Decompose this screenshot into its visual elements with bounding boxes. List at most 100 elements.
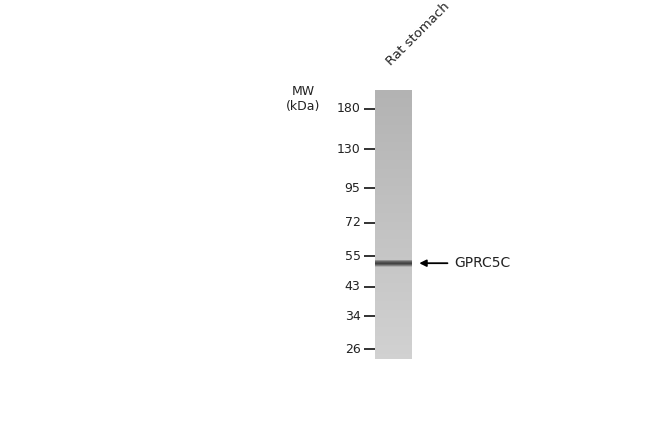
Bar bbox=[374, 357, 413, 358]
Bar bbox=[374, 146, 413, 147]
Text: 26: 26 bbox=[345, 343, 361, 356]
Bar bbox=[374, 347, 413, 348]
Bar bbox=[374, 284, 413, 285]
Bar bbox=[374, 155, 413, 156]
Bar bbox=[374, 123, 413, 124]
Bar bbox=[374, 231, 413, 232]
Bar bbox=[374, 326, 413, 327]
Bar bbox=[374, 263, 413, 264]
Text: 130: 130 bbox=[337, 143, 361, 156]
Bar bbox=[374, 291, 413, 292]
Bar bbox=[374, 313, 413, 314]
Bar bbox=[374, 198, 413, 199]
Bar bbox=[374, 98, 413, 99]
Bar bbox=[374, 197, 413, 198]
Bar bbox=[374, 191, 413, 192]
Bar bbox=[374, 292, 413, 293]
Bar bbox=[374, 320, 413, 321]
Bar bbox=[374, 185, 413, 186]
Bar bbox=[374, 196, 413, 197]
Bar bbox=[374, 206, 413, 207]
Bar bbox=[374, 159, 413, 160]
Bar bbox=[374, 153, 413, 154]
Bar bbox=[374, 117, 413, 119]
Bar bbox=[374, 286, 413, 287]
Bar bbox=[374, 247, 413, 248]
Bar bbox=[374, 272, 413, 273]
Bar bbox=[374, 243, 413, 244]
Bar bbox=[374, 263, 413, 264]
Text: 72: 72 bbox=[344, 216, 361, 229]
Bar bbox=[374, 339, 413, 340]
Bar bbox=[374, 329, 413, 330]
Bar bbox=[374, 192, 413, 193]
Bar bbox=[374, 173, 413, 174]
Bar bbox=[374, 228, 413, 229]
Bar bbox=[374, 115, 413, 116]
Bar bbox=[374, 245, 413, 246]
Bar bbox=[374, 306, 413, 307]
Bar bbox=[374, 235, 413, 236]
Bar bbox=[374, 311, 413, 312]
Bar bbox=[374, 177, 413, 178]
Bar bbox=[374, 147, 413, 148]
Bar bbox=[374, 265, 413, 266]
Bar bbox=[374, 262, 413, 264]
Bar bbox=[374, 269, 413, 271]
Bar bbox=[374, 279, 413, 280]
Bar bbox=[374, 100, 413, 101]
Bar bbox=[374, 266, 413, 267]
Bar bbox=[374, 223, 413, 224]
Bar bbox=[374, 189, 413, 190]
Bar bbox=[374, 163, 413, 164]
Bar bbox=[374, 97, 413, 98]
Bar bbox=[374, 195, 413, 196]
Bar bbox=[374, 186, 413, 187]
Bar bbox=[374, 154, 413, 155]
Bar bbox=[374, 263, 413, 264]
Bar bbox=[374, 208, 413, 209]
Bar bbox=[374, 331, 413, 333]
Bar bbox=[374, 151, 413, 153]
Bar bbox=[374, 160, 413, 161]
Bar bbox=[374, 309, 413, 310]
Bar bbox=[374, 121, 413, 122]
Bar bbox=[374, 96, 413, 97]
Bar bbox=[374, 133, 413, 134]
Bar bbox=[374, 156, 413, 157]
Bar bbox=[374, 342, 413, 343]
Bar bbox=[374, 167, 413, 168]
Bar bbox=[374, 321, 413, 322]
Bar bbox=[374, 312, 413, 313]
Bar bbox=[374, 249, 413, 250]
Bar bbox=[374, 110, 413, 111]
Bar bbox=[374, 122, 413, 123]
Bar bbox=[374, 254, 413, 255]
Bar bbox=[374, 215, 413, 216]
Bar bbox=[374, 131, 413, 132]
Bar bbox=[374, 101, 413, 102]
Bar bbox=[374, 221, 413, 222]
Bar bbox=[374, 213, 413, 214]
Bar bbox=[374, 258, 413, 259]
Bar bbox=[374, 164, 413, 165]
Bar bbox=[374, 271, 413, 272]
Bar bbox=[374, 111, 413, 112]
Bar bbox=[374, 300, 413, 301]
Bar bbox=[374, 114, 413, 115]
Bar bbox=[374, 296, 413, 298]
Bar bbox=[374, 328, 413, 329]
Bar bbox=[374, 112, 413, 113]
Bar bbox=[374, 93, 413, 94]
Text: 180: 180 bbox=[337, 102, 361, 115]
Bar bbox=[374, 266, 413, 267]
Bar bbox=[374, 337, 413, 338]
Bar bbox=[374, 172, 413, 173]
Bar bbox=[374, 176, 413, 177]
Bar bbox=[374, 102, 413, 103]
Bar bbox=[374, 238, 413, 239]
Bar bbox=[374, 144, 413, 145]
Bar bbox=[374, 119, 413, 120]
Bar bbox=[374, 319, 413, 320]
Bar bbox=[374, 194, 413, 195]
